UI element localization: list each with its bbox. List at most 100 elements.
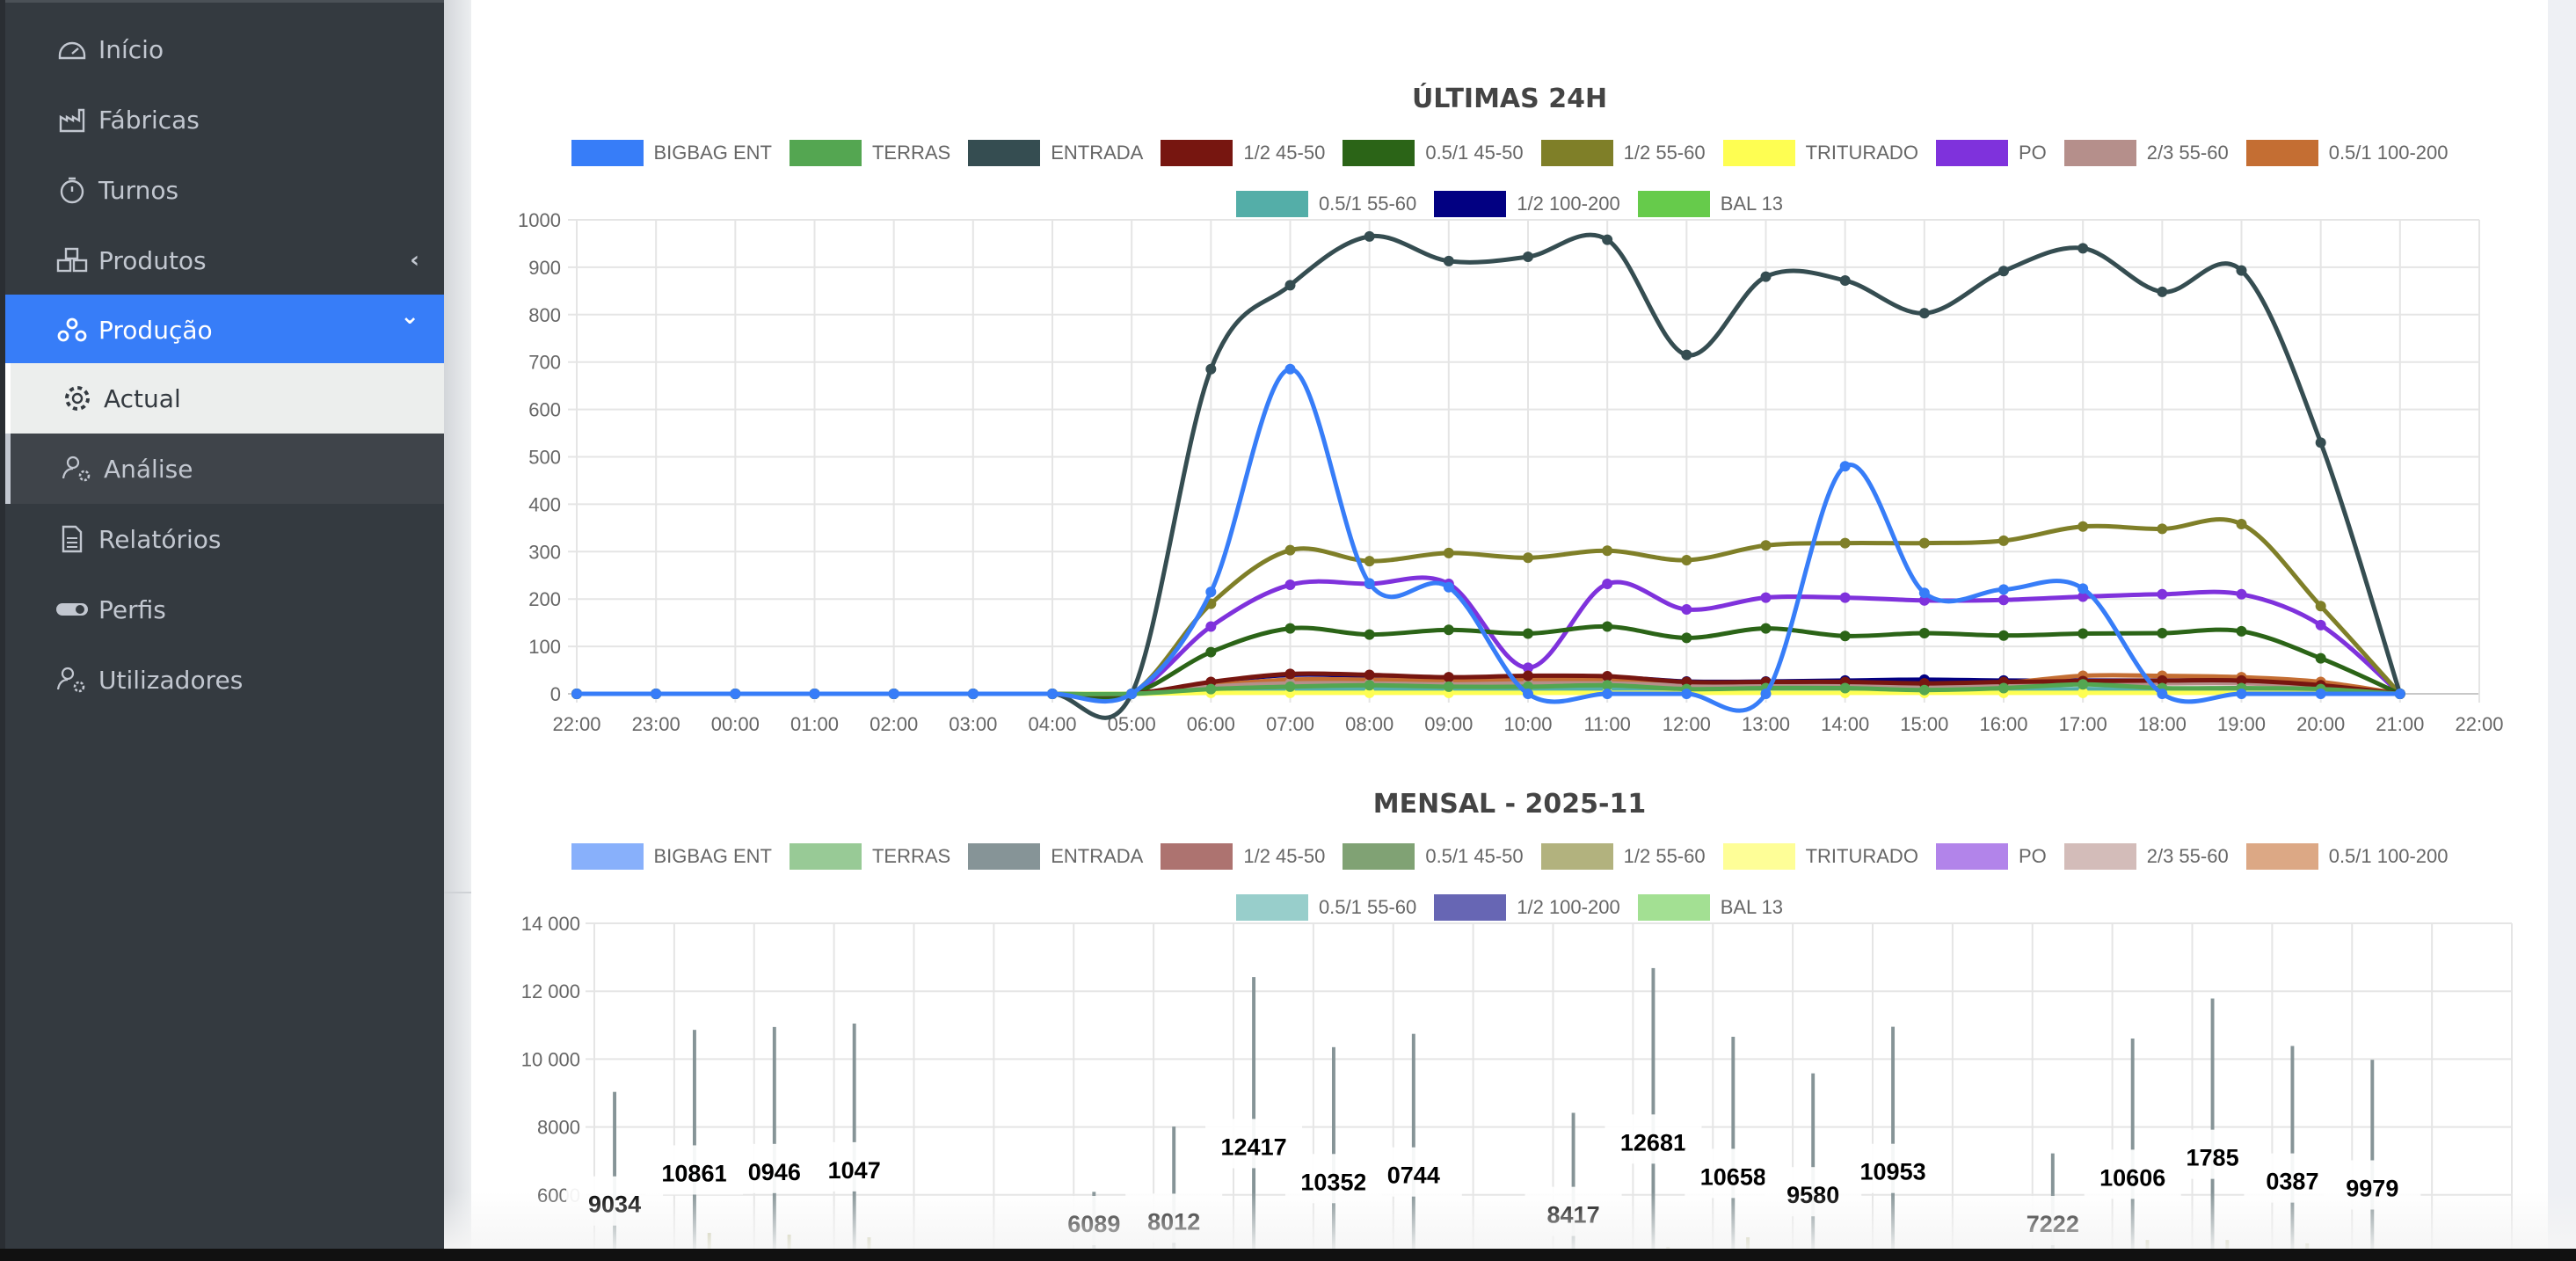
data-point[interactable] [2078,521,2089,532]
data-point[interactable] [809,689,820,699]
legend-item[interactable]: 0.5/1 45-50 [1343,140,1524,166]
data-point[interactable] [1284,544,1296,556]
sidebar-item-actual[interactable]: Actual [5,363,444,434]
data-point[interactable] [1839,630,1851,642]
sidebar-item-producao[interactable]: Produção ⌄ [5,295,444,365]
data-point[interactable] [1205,587,1217,598]
data-point[interactable] [1443,581,1454,593]
data-point[interactable] [1364,629,1375,640]
bar[interactable] [1411,1033,1415,1249]
data-point[interactable] [1523,689,1533,699]
data-point[interactable] [2157,628,2168,639]
data-point[interactable] [1284,280,1296,291]
data-point[interactable] [1364,669,1375,681]
data-point[interactable] [2236,674,2247,686]
data-point[interactable] [1918,537,1930,549]
data-point[interactable] [1443,681,1454,692]
data-point[interactable] [1918,587,1930,599]
data-point[interactable] [967,689,979,699]
legend-item[interactable]: PO [1935,843,2047,870]
legend-item[interactable]: BIGBAG ENT [571,140,772,166]
legend-item[interactable]: PO [1935,140,2047,166]
legend-item[interactable]: 2/3 55-60 [2063,843,2229,870]
data-point[interactable] [1602,578,1613,589]
bar[interactable] [1571,1112,1575,1249]
data-point[interactable] [888,689,899,699]
sidebar-item-inicio[interactable]: Início [5,14,444,84]
data-point[interactable] [2236,519,2247,530]
data-point[interactable] [1998,594,2009,606]
sidebar-item-analise[interactable]: Análise [5,434,444,504]
data-point[interactable] [1602,671,1613,682]
data-point[interactable] [1602,234,1613,245]
sidebar-item-produtos[interactable]: Produtos ‹ [5,225,444,295]
data-point[interactable] [730,689,741,699]
data-point[interactable] [1523,628,1533,639]
data-point[interactable] [1523,251,1533,263]
data-point[interactable] [1998,630,2009,641]
data-point[interactable] [1443,624,1454,636]
data-point[interactable] [2157,286,2168,297]
legend-item[interactable]: 1/2 100-200 [1434,191,1620,217]
data-point[interactable] [1998,535,2009,546]
data-point[interactable] [1681,604,1692,616]
legend-item[interactable]: 0.5/1 55-60 [1235,894,1416,921]
data-point[interactable] [2078,628,2089,639]
bar[interactable] [2130,1039,2135,1249]
bar[interactable] [1252,977,1256,1249]
data-point[interactable] [2236,689,2247,699]
bar[interactable] [852,1023,856,1249]
sidebar-item-relatorios[interactable]: Relatórios [5,504,444,574]
legend-item[interactable]: TRITURADO [1722,140,1918,166]
data-point[interactable] [1443,255,1454,266]
data-point[interactable] [1443,547,1454,558]
legend-item[interactable]: ENTRADA [968,843,1143,870]
bar[interactable] [2290,1046,2295,1249]
legend-item[interactable]: 0.5/1 100-200 [2245,843,2448,870]
data-point[interactable] [2078,591,2089,602]
data-point[interactable] [1681,632,1692,644]
legend-item[interactable]: BAL 13 [1637,191,1783,217]
data-point[interactable] [1918,628,1930,639]
data-point[interactable] [1364,230,1375,242]
data-point[interactable] [1284,579,1296,591]
sidebar-item-utilizadores[interactable]: Utilizadores [5,645,444,715]
data-point[interactable] [1205,646,1217,658]
legend-item[interactable]: 0.5/1 45-50 [1343,843,1524,870]
data-point[interactable] [2315,689,2326,699]
data-point[interactable] [1602,689,1613,699]
data-point[interactable] [1681,555,1692,566]
data-point[interactable] [1284,681,1296,692]
bar[interactable] [2210,998,2215,1249]
legend-item[interactable]: 1/2 55-60 [1540,843,1706,870]
data-point[interactable] [2236,265,2247,276]
data-point[interactable] [1047,689,1058,699]
data-point[interactable] [1523,662,1533,674]
data-point[interactable] [1839,274,1851,286]
legend-item[interactable]: ENTRADA [968,140,1143,166]
sidebar-item-fabricas[interactable]: Fábricas [5,84,444,155]
data-point[interactable] [2315,619,2326,630]
bar[interactable] [613,1091,617,1249]
legend-item[interactable]: BIGBAG ENT [571,843,772,870]
bar[interactable] [1811,1073,1816,1249]
legend-item[interactable]: 0.5/1 100-200 [2245,140,2448,166]
data-point[interactable] [1760,592,1772,603]
bar[interactable] [1172,1126,1176,1249]
data-point[interactable] [1364,680,1375,691]
data-point[interactable] [1205,683,1217,695]
data-point[interactable] [2315,652,2326,664]
data-point[interactable] [1998,584,2009,595]
data-point[interactable] [1443,672,1454,683]
data-point[interactable] [2157,588,2168,600]
data-point[interactable] [1364,556,1375,567]
data-point[interactable] [1523,670,1533,682]
legend-item[interactable]: 0.5/1 55-60 [1235,191,1416,217]
data-point[interactable] [1284,668,1296,680]
data-point[interactable] [1998,266,2009,277]
data-point[interactable] [1681,689,1692,699]
sidebar-item-perfis[interactable]: Perfis [5,574,444,645]
legend-item[interactable]: TERRAS [789,140,950,166]
legend-item[interactable]: 1/2 100-200 [1434,894,1620,921]
data-point[interactable] [1839,592,1851,603]
